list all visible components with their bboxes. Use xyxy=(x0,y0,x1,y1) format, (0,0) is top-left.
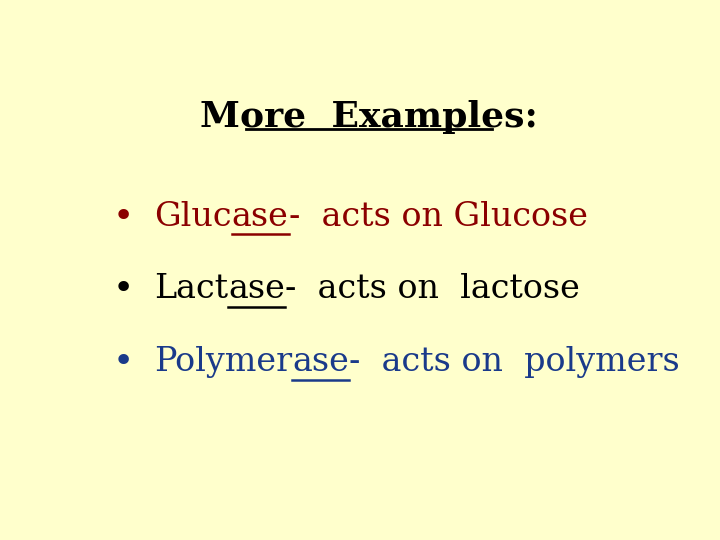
Text: •: • xyxy=(113,200,134,234)
Text: ase: ase xyxy=(232,200,289,233)
Text: •: • xyxy=(113,345,134,379)
Text: -  acts on  lactose: - acts on lactose xyxy=(285,273,580,305)
Text: -  acts on Glucose: - acts on Glucose xyxy=(289,200,588,233)
Text: ase: ase xyxy=(228,273,285,305)
Text: More  Examples:: More Examples: xyxy=(200,100,538,134)
Text: ase: ase xyxy=(292,346,349,378)
Text: -  acts on  polymers: - acts on polymers xyxy=(349,346,680,378)
Text: •: • xyxy=(113,272,134,306)
Text: Polymer: Polymer xyxy=(154,346,292,378)
Text: Gluc: Gluc xyxy=(154,200,232,233)
Text: Lact: Lact xyxy=(154,273,228,305)
